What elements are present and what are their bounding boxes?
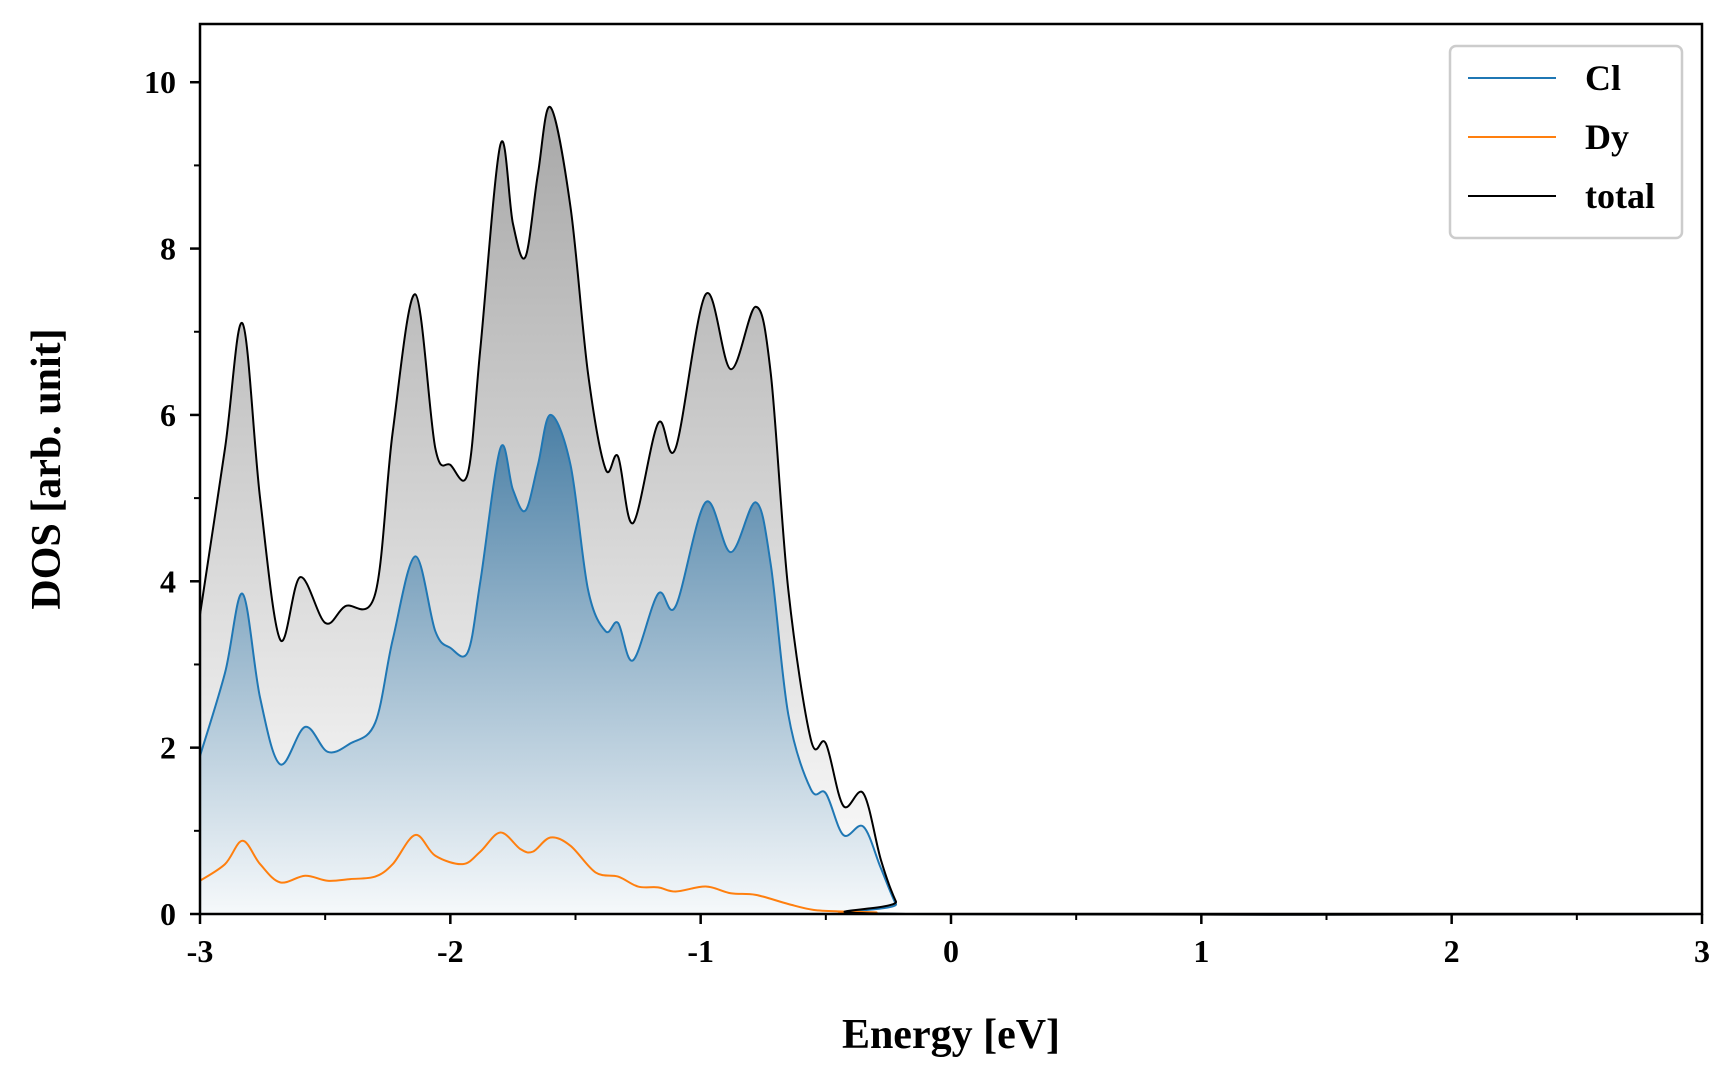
y-tick-label: 6	[160, 397, 176, 433]
y-tick-label: 2	[160, 730, 176, 766]
x-tick-label: -2	[437, 933, 464, 969]
x-tick-label: -3	[187, 933, 214, 969]
legend-box	[1448, 44, 1684, 240]
x-axis-title: Energy [eV]	[842, 1012, 1060, 1058]
x-tick-label: 3	[1694, 933, 1710, 969]
x-tick-label: 2	[1444, 933, 1460, 969]
series-line-cl	[199, 413, 1703, 916]
x-tick-label: -1	[687, 933, 714, 969]
x-tick-label: 1	[1193, 933, 1209, 969]
legend-label-total: total	[1585, 176, 1655, 216]
legend-label-dy: Dy	[1585, 117, 1629, 157]
y-axis-title: DOS [arb. unit]	[24, 328, 70, 609]
x-tick-label: 0	[943, 933, 959, 969]
area-fill-cl	[200, 414, 1702, 915]
series-lines	[199, 106, 1703, 916]
legend-label-cl: Cl	[1585, 58, 1621, 98]
y-tick-label: 0	[160, 896, 176, 932]
y-tick-label: 10	[144, 64, 176, 100]
y-tick-label: 4	[160, 563, 176, 599]
legend-items: Cl Dy total	[1468, 58, 1655, 216]
legend: Cl Dy total	[1448, 44, 1684, 240]
y-tick-label: 8	[160, 231, 176, 267]
axis-ticks: -3 -2 -1 0 1 2 3 0 2 4 6 8 10	[144, 64, 1710, 969]
series-line-total	[199, 106, 1703, 916]
area-fills	[200, 106, 1702, 915]
